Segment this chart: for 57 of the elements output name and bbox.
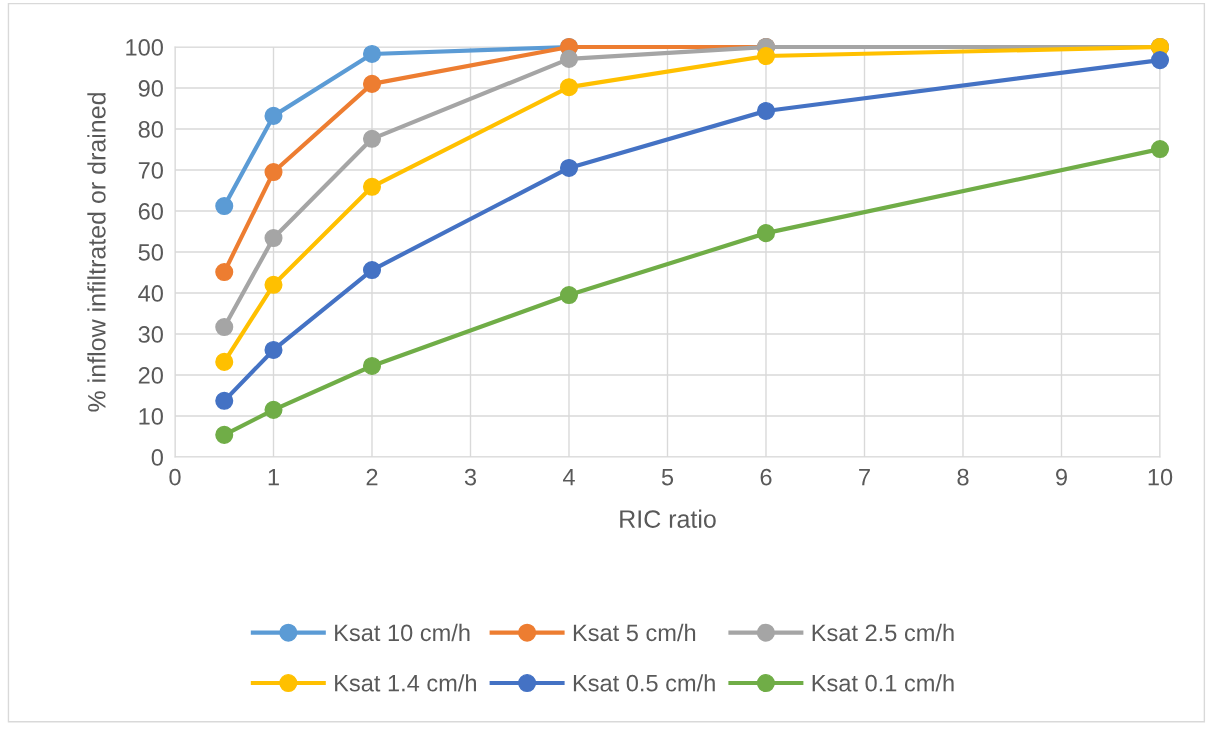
x-tick-label: 4: [562, 468, 575, 486]
point: [362, 44, 382, 63]
point: [362, 129, 382, 148]
point: [215, 263, 234, 282]
point: [264, 163, 283, 182]
point: [362, 74, 382, 93]
point: [264, 106, 283, 125]
legend-label: Ksat 0.5 cm/h: [573, 674, 715, 692]
point: [756, 46, 776, 66]
point: [264, 229, 283, 248]
y-axis-title: % inflow infiltrated or drained: [87, 93, 106, 412]
y-tick-label: 80: [138, 121, 163, 138]
point: [264, 275, 283, 294]
y-tick-label: 90: [138, 80, 163, 97]
point: [559, 78, 579, 97]
point: [215, 425, 234, 444]
point: [264, 340, 283, 360]
point: [559, 286, 579, 305]
y-tick-label: 50: [138, 244, 163, 261]
point: [362, 356, 382, 376]
point: [215, 197, 234, 216]
point: [362, 261, 382, 280]
point: [264, 400, 283, 419]
y-tick-label: 100: [126, 39, 163, 56]
legend-label: Ksat 1.4 cm/h: [335, 674, 476, 692]
x-tick-label: 6: [760, 468, 772, 486]
point: [559, 49, 579, 68]
x-tick-label: 5: [661, 468, 674, 486]
y-tick-label: 30: [138, 326, 163, 343]
point: [1150, 140, 1170, 159]
y-tick-label: 20: [138, 367, 163, 384]
point: [362, 177, 382, 196]
y-tick-label: 60: [138, 203, 163, 220]
point: [756, 101, 776, 120]
point: [1150, 51, 1170, 70]
point: [559, 158, 579, 177]
x-tick-label: 3: [464, 468, 477, 486]
x-tick-label: 7: [859, 468, 870, 486]
legend-label: Ksat 10 cm/h: [335, 623, 470, 642]
y-tick-label: 0: [151, 449, 163, 466]
y-tick-label: 70: [138, 162, 163, 179]
x-tick-label: 1: [268, 468, 279, 486]
y-tick-label: 40: [138, 285, 163, 302]
y-tick-label: 10: [139, 408, 163, 425]
point: [756, 224, 776, 243]
x-axis-title: RIC ratio: [620, 509, 716, 528]
point: [215, 391, 234, 410]
x-tick-label: 10: [1148, 468, 1173, 486]
x-tick-label: 2: [366, 468, 378, 486]
x-tick-label: 9: [1056, 468, 1067, 486]
x-tick-label: 0: [169, 468, 181, 486]
point: [215, 352, 234, 371]
legend-label: Ksat 0.1 cm/h: [812, 674, 954, 692]
point: [215, 318, 234, 337]
legend-label: Ksat 5 cm/h: [573, 623, 696, 642]
x-tick-label: 8: [957, 468, 969, 486]
legend-label: Ksat 2.5 cm/h: [812, 623, 954, 642]
